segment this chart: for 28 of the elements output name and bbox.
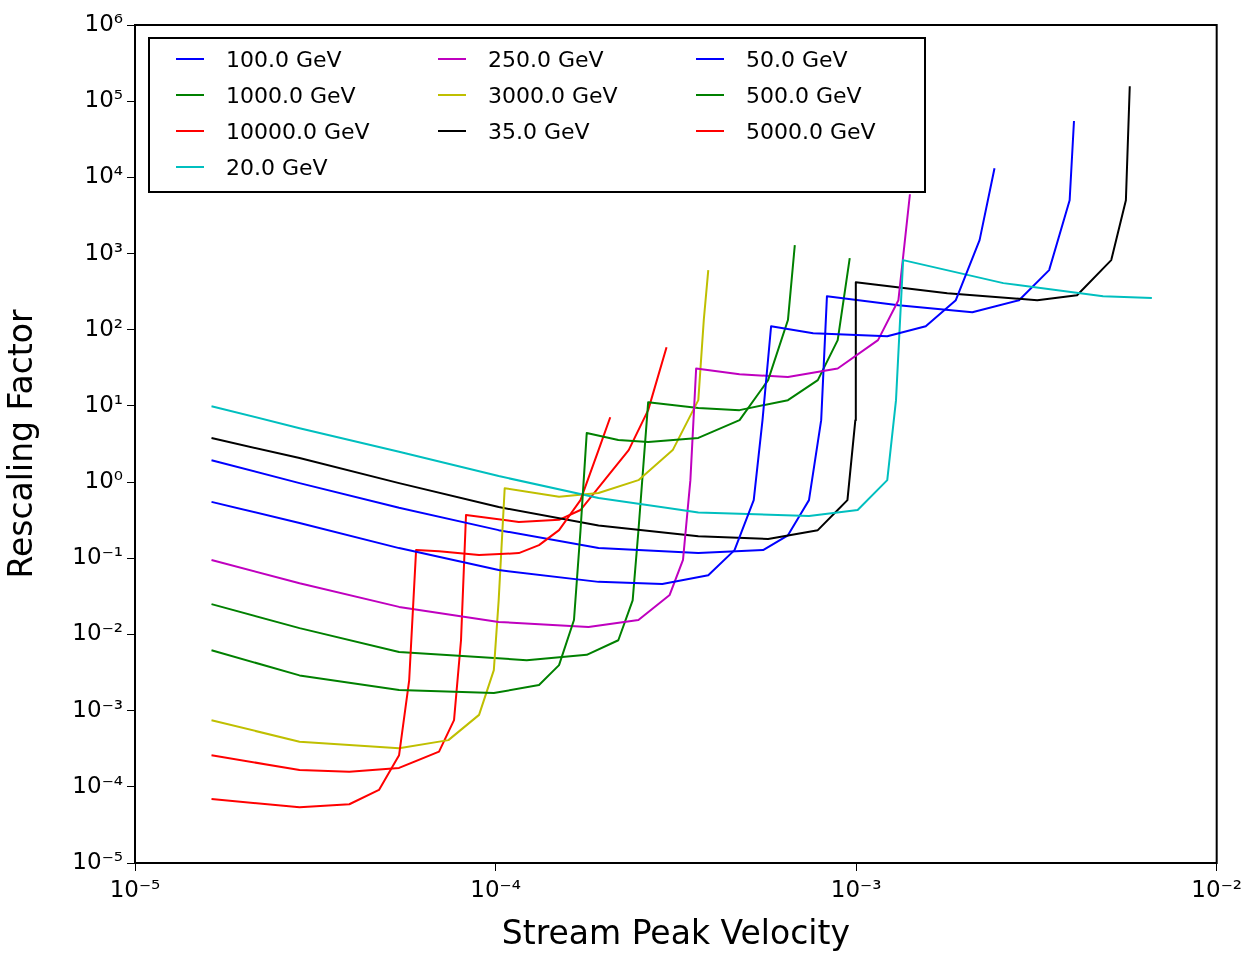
y-tick-label: 10³ — [84, 238, 123, 265]
legend-label: 250.0 GeV — [488, 46, 604, 72]
y-tick-label: 10⁰ — [84, 467, 123, 494]
y-tick-label: 10⁵ — [84, 86, 123, 113]
y-tick-label: 10¹ — [84, 390, 123, 417]
legend-label: 35.0 GeV — [488, 118, 590, 144]
legend-label: 10000.0 GeV — [226, 118, 370, 144]
x-tick-label: 10⁻⁴ — [470, 875, 521, 902]
y-tick-label: 10⁶ — [84, 9, 123, 36]
legend-label: 100.0 GeV — [226, 46, 342, 72]
x-tick-label: 10⁻² — [1191, 875, 1243, 902]
y-tick-label: 10⁻⁴ — [72, 771, 123, 798]
legend-label: 5000.0 GeV — [746, 118, 876, 144]
y-tick-label: 10⁴ — [84, 162, 123, 189]
y-tick-label: 10² — [84, 314, 123, 341]
y-tick-label: 10⁻¹ — [72, 543, 123, 570]
y-tick-label: 10⁻² — [72, 619, 123, 646]
x-tick-label: 10⁻³ — [830, 875, 882, 902]
legend-label: 500.0 GeV — [746, 82, 862, 108]
y-tick-label: 10⁻⁵ — [72, 847, 123, 874]
legend-label: 20.0 GeV — [226, 154, 328, 180]
y-axis-title: Rescaling Factor — [1, 309, 41, 579]
legend-label: 3000.0 GeV — [488, 82, 618, 108]
legend-label: 50.0 GeV — [746, 46, 848, 72]
legend-label: 1000.0 GeV — [226, 82, 356, 108]
x-axis-title: Stream Peak Velocity — [501, 912, 850, 952]
y-tick-label: 10⁻³ — [72, 695, 123, 722]
x-tick-label: 10⁻⁵ — [109, 875, 161, 902]
